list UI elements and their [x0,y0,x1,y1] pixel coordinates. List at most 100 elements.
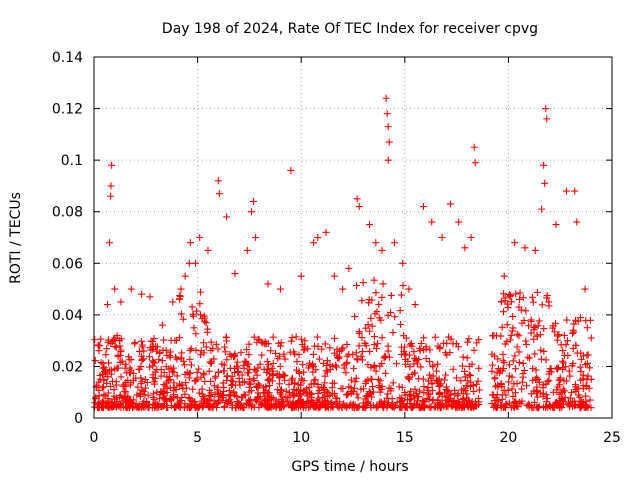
cloud-point [281,355,289,363]
cloud-point [577,376,585,384]
cloud-point [284,393,292,401]
cloud-point [503,321,511,329]
cloud-point [181,390,189,398]
cloud-point [97,335,105,343]
cloud-point [366,347,374,355]
cloud-point [263,369,271,377]
cloud-point [122,403,130,411]
data-point [542,105,550,113]
cloud-point [532,389,540,397]
cloud-point [494,381,502,389]
data-point [390,239,398,247]
cloud-point [323,368,331,376]
cloud-point [151,380,159,388]
cloud-point [387,385,395,393]
data-point [264,280,272,288]
cloud-point [102,392,110,400]
cloud-point [507,292,515,300]
cloud-point [165,365,173,373]
cloud-point [329,403,337,411]
cloud-point [276,352,284,360]
cloud-point [509,312,517,320]
cloud-point [110,386,118,394]
cloud-point [391,313,399,321]
data-point [384,123,392,131]
data-point [411,301,419,309]
cloud-point [359,279,367,287]
cloud-point [579,385,587,393]
cloud-point [304,364,312,372]
cloud-point [311,342,319,350]
data-point [540,161,548,169]
cloud-point [586,364,594,372]
cloud-point [226,396,234,404]
cloud-point [558,397,566,405]
cloud-point [155,356,163,364]
cloud-point [113,398,121,406]
cloud-point [288,334,296,342]
cloud-point [243,346,251,354]
cloud-point [461,373,469,381]
cloud-point [463,394,471,402]
cloud-point [355,342,363,350]
cloud-point [275,374,283,382]
cloud-point [97,359,105,367]
x-tick-label: 20 [499,430,517,446]
cloud-point [327,399,335,407]
cloud-point [222,333,230,341]
cloud-point [542,380,550,388]
cloud-point [559,401,567,409]
cloud-point [367,314,375,322]
cloud-point [387,291,395,299]
cloud-point [99,383,107,391]
data-point [581,285,589,293]
cloud-point [203,397,211,405]
cloud-point [91,357,99,365]
cloud-point [282,387,290,395]
cloud-point [400,332,408,340]
cloud-point [506,336,514,344]
cloud-point [441,396,449,404]
cloud-point [499,308,507,316]
cloud-point [238,371,246,379]
cloud-point [230,388,238,396]
data-point [345,264,353,272]
cloud-point [295,351,303,359]
cloud-point [183,368,191,376]
cloud-point [428,379,436,387]
cloud-point [99,397,107,405]
cloud-point [364,361,372,369]
data-point [455,218,463,226]
cloud-point [157,388,165,396]
cloud-point [314,402,322,410]
cloud-point [577,349,585,357]
data-point [181,272,189,280]
cloud-point [508,385,516,393]
cloud-point [417,363,425,371]
cloud-point [532,366,540,374]
cloud-point [96,342,104,350]
cloud-point [549,324,557,332]
cloud-point [561,387,569,395]
cloud-point [459,353,467,361]
cloud-point [368,393,376,401]
cloud-point [163,397,171,405]
cloud-point [258,351,266,359]
cloud-point [116,393,124,401]
data-point [428,218,436,226]
cloud-point [202,400,210,408]
data-point [446,200,454,208]
cloud-point [122,360,130,368]
data-point [103,301,111,309]
cloud-point [436,381,444,389]
cloud-point [322,403,330,411]
cloud-point [314,390,322,398]
cloud-point [411,394,419,402]
cloud-point [250,333,258,341]
cloud-point [357,385,365,393]
cloud-point [212,372,220,380]
cloud-point [374,375,382,383]
data-point [107,192,115,200]
cloud-point [421,397,429,405]
